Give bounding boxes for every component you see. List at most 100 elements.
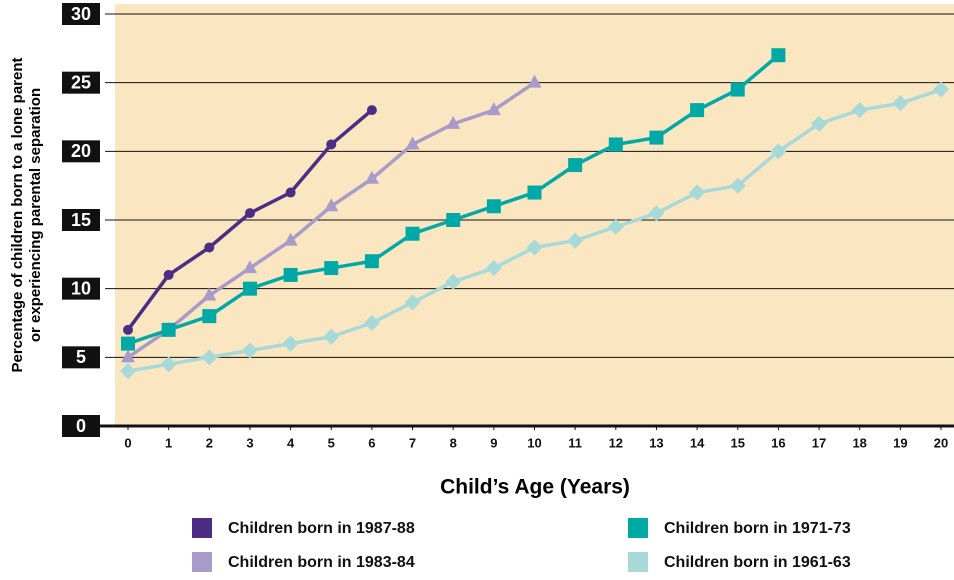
x-tick-label: 5 — [328, 435, 335, 450]
point — [324, 198, 339, 212]
point — [364, 170, 379, 184]
point — [771, 48, 786, 63]
point — [242, 281, 257, 296]
point — [526, 239, 543, 256]
point — [485, 260, 502, 277]
y-axis-label: or experiencing parental separation — [27, 88, 44, 342]
x-tick-label: 17 — [812, 435, 826, 450]
x-tick-label: 7 — [409, 435, 416, 450]
y-tick-box — [62, 277, 100, 300]
y-tick-label: 25 — [71, 72, 91, 92]
y-tick-box — [62, 415, 100, 437]
x-tick-label: 11 — [568, 435, 582, 450]
legend-swatch — [628, 552, 648, 572]
y-tick-label: 20 — [71, 141, 91, 161]
x-tick-label: 10 — [527, 435, 541, 450]
point — [120, 363, 137, 380]
legend-label: Children born in 1983-84 — [228, 554, 415, 571]
x-tick-label: 19 — [893, 435, 907, 450]
point — [690, 103, 705, 118]
legend-label: Children born in 1971-73 — [664, 520, 851, 537]
x-tick-label: 12 — [609, 435, 623, 450]
point — [445, 273, 462, 290]
point — [932, 81, 949, 98]
point — [811, 115, 828, 132]
point — [283, 232, 298, 246]
legend-label: Children born in 1987-88 — [228, 520, 415, 537]
point — [446, 213, 461, 227]
x-tick-label: 6 — [368, 435, 375, 450]
point — [729, 177, 746, 194]
point — [244, 208, 255, 219]
y-tick-box — [62, 71, 100, 94]
point — [527, 185, 542, 200]
point — [892, 95, 909, 112]
point — [405, 226, 420, 241]
y-tick-label: 10 — [71, 278, 91, 298]
point — [242, 260, 257, 274]
legend-swatch — [192, 552, 212, 572]
y-tick-box — [62, 140, 100, 163]
point — [486, 102, 501, 116]
y-tick-box — [62, 346, 100, 369]
point — [851, 102, 868, 119]
x-tick-label: 8 — [450, 435, 457, 450]
point — [730, 82, 745, 97]
point — [405, 136, 420, 150]
x-tick-label: 1 — [165, 435, 172, 450]
y-axis-label: Percentage of children born to a lone pa… — [9, 57, 26, 372]
point — [527, 74, 542, 88]
point — [648, 205, 665, 222]
point — [568, 158, 583, 173]
x-tick-label: 16 — [771, 435, 785, 450]
x-tick-label: 9 — [490, 435, 497, 450]
point — [364, 254, 379, 269]
legend-swatch — [628, 518, 648, 538]
point — [283, 267, 298, 282]
point — [446, 115, 461, 129]
point — [689, 184, 706, 201]
point — [121, 349, 136, 363]
x-tick-label: 14 — [690, 435, 705, 450]
point — [163, 269, 174, 280]
point — [404, 294, 421, 311]
point — [567, 232, 584, 249]
point — [202, 309, 217, 324]
x-axis-label: Child’s Age (Years) — [440, 476, 630, 499]
y-tick-box — [62, 3, 100, 25]
point — [324, 261, 339, 276]
point — [161, 322, 176, 337]
point — [202, 287, 217, 301]
point — [204, 242, 215, 253]
point — [363, 315, 380, 331]
y-tick-label: 30 — [71, 4, 91, 24]
y-tick-box — [62, 209, 100, 231]
y-tick-label: 0 — [76, 416, 86, 436]
y-tick-label: 5 — [76, 347, 86, 367]
x-tick-label: 4 — [287, 435, 295, 450]
point — [326, 139, 337, 150]
legend-swatch — [192, 518, 212, 538]
point — [608, 137, 623, 152]
legend-label: Children born in 1961-63 — [664, 554, 851, 571]
y-tick-label: 15 — [71, 210, 91, 230]
point — [649, 130, 664, 145]
point — [282, 335, 299, 352]
x-tick-label: 3 — [246, 435, 253, 450]
point — [241, 342, 258, 359]
x-tick-label: 15 — [731, 435, 745, 450]
x-tick-label: 20 — [934, 435, 948, 450]
point — [121, 336, 136, 351]
point — [366, 105, 377, 116]
point — [123, 324, 134, 335]
point — [607, 218, 624, 235]
point — [285, 187, 296, 198]
point — [486, 199, 501, 214]
point — [323, 328, 340, 345]
x-tick-label: 2 — [206, 435, 213, 450]
x-tick-label: 13 — [649, 435, 663, 450]
x-tick-label: 18 — [852, 435, 866, 450]
point — [160, 356, 177, 373]
point — [770, 143, 787, 160]
